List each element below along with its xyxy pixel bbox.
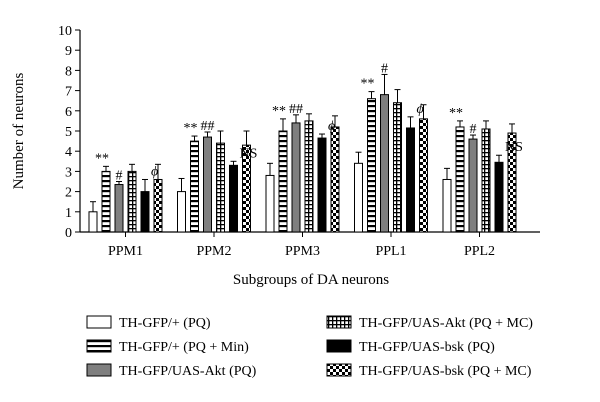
bar <box>442 178 452 233</box>
y-tick-label: 4 <box>65 145 72 160</box>
bar <box>330 126 340 233</box>
x-tick-label: PPM1 <box>108 244 143 259</box>
bar <box>114 184 124 233</box>
bar <box>177 191 186 233</box>
legend-item: TH-GFP/UAS-bsk (PQ) <box>326 339 495 355</box>
bar <box>317 137 327 233</box>
significance-annotation: NS <box>240 146 258 161</box>
legend-item: TH-GFP/UAS-Akt (PQ + MC) <box>326 315 533 331</box>
bar <box>127 170 137 233</box>
legend-swatch <box>86 363 112 377</box>
bar <box>88 211 98 233</box>
legend-swatch <box>86 315 112 329</box>
legend-label: TH-GFP/UAS-Akt (PQ + MC) <box>359 316 533 331</box>
bar <box>229 164 238 233</box>
x-tick-label: PPL2 <box>464 244 495 259</box>
significance-annotation: ## <box>201 119 215 134</box>
legend-item: TH-GFP/+ (PQ) <box>86 315 211 331</box>
y-tick-label: 2 <box>65 186 72 201</box>
y-tick-label: 10 <box>58 24 72 39</box>
bar <box>140 191 150 233</box>
bar <box>354 162 363 233</box>
y-tick-label: 3 <box>65 165 72 180</box>
legend: TH-GFP/+ (PQ) TH-GFP/+ (PQ + Min) TH-GFP/U… <box>86 315 533 379</box>
significance-annotation: # <box>381 61 388 76</box>
bar <box>265 174 275 233</box>
y-tick-label: 6 <box>65 105 72 120</box>
y-tick-label: 0 <box>65 226 72 241</box>
legend-label: TH-GFP/UAS-Akt (PQ) <box>119 364 257 379</box>
bar <box>406 127 415 233</box>
significance-annotation: ** <box>361 77 375 92</box>
bar <box>304 120 314 233</box>
x-tick-label: PPM3 <box>285 244 320 259</box>
legend-label: TH-GFP/+ (PQ) <box>119 316 211 331</box>
annotations: **# ϕ** ##NS** ##ϕ**#ϕ **#NS <box>95 61 523 183</box>
y-axis-title: Number of neurons <box>11 73 27 190</box>
y-tick-label: 5 <box>65 125 72 140</box>
legend-swatch <box>326 315 352 329</box>
significance-annotation: ϕ <box>417 102 424 117</box>
x-tick-label: PPM2 <box>196 244 231 259</box>
y-tick-label: 7 <box>65 85 72 100</box>
x-tick-label: PPL1 <box>375 244 406 259</box>
bar <box>481 128 491 233</box>
bar <box>291 122 301 233</box>
y-tick-label: 9 <box>65 44 72 59</box>
significance-annotation: ## <box>289 102 303 117</box>
significance-annotation: ϕ <box>151 164 158 179</box>
bars <box>88 73 517 233</box>
bar <box>203 136 212 233</box>
bar <box>367 98 376 233</box>
x-axis-title: Subgroups of DA neurons <box>233 272 389 288</box>
bar <box>468 138 478 233</box>
bar <box>278 130 288 233</box>
bar <box>393 102 402 233</box>
significance-annotation: ** <box>95 151 109 166</box>
legend-swatch <box>86 339 112 353</box>
bar <box>190 140 199 233</box>
legend-label: TH-GFP/UAS-bsk (PQ + MC) <box>359 364 532 379</box>
legend-item: TH-GFP/UAS-Akt (PQ) <box>86 363 257 379</box>
legend-label: TH-GFP/UAS-bsk (PQ) <box>359 340 495 355</box>
bar <box>216 142 225 233</box>
bar <box>455 126 465 233</box>
legend-label: TH-GFP/+ (PQ + Min) <box>119 340 249 355</box>
y-ticks: 0 1 2 3 4 5 6 7 8 9 10 <box>58 24 80 241</box>
significance-annotation: # <box>116 169 123 184</box>
legend-item: TH-GFP/+ (PQ + Min) <box>86 339 249 355</box>
bar <box>380 94 389 233</box>
legend-swatch <box>326 339 352 353</box>
significance-annotation: NS <box>505 140 523 155</box>
bar <box>101 170 111 233</box>
y-tick-label: 8 <box>65 64 72 79</box>
significance-annotation: ** <box>449 106 463 121</box>
significance-annotation: ** <box>184 121 198 136</box>
significance-annotation: ϕ <box>328 119 335 134</box>
x-ticks: PPM1 PPM2 PPM3 PPL1 PPL2 <box>108 232 495 259</box>
significance-annotation: ** <box>272 104 286 119</box>
y-tick-label: 1 <box>65 206 72 221</box>
bar <box>494 161 504 233</box>
legend-item: TH-GFP/UAS-bsk (PQ + MC) <box>326 363 532 379</box>
bar <box>419 118 428 233</box>
significance-annotation: # <box>470 122 477 137</box>
legend-swatch <box>326 363 352 377</box>
bar <box>153 178 163 233</box>
